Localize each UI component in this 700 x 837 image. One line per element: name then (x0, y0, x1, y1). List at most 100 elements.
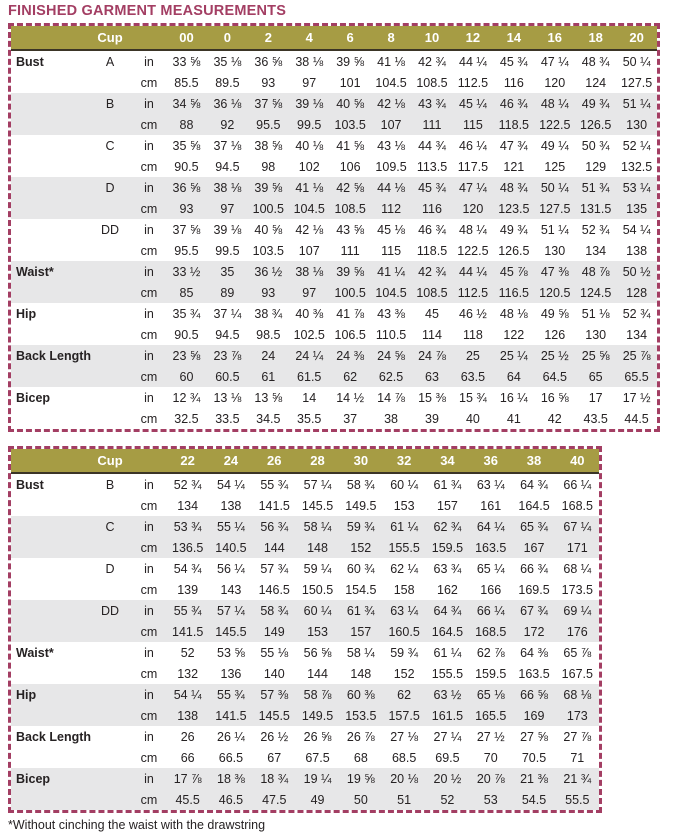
value-cell: 53 ¾ (173, 519, 202, 534)
value-cell: 35 ⅝ (172, 138, 201, 153)
table-row: Back Length in 26 26 ¼ 26 ½ 26 ⅝ 26 ⅞ 27 ⅛ 27 ¼ 2… (11, 726, 599, 747)
value-cell: 131.5 (580, 201, 612, 216)
value-cell: 108.5 (334, 201, 366, 216)
unit-cell: cm (140, 666, 158, 681)
value-cell: 127.5 (620, 75, 653, 90)
value-cell: 49 ¾ (499, 222, 528, 237)
value-cell: 66 ¼ (476, 603, 505, 618)
value-cell: 18 ⅜ (217, 771, 245, 786)
value-cell: 27 ¼ (433, 729, 462, 744)
value-cell: 55 ¼ (217, 519, 245, 534)
value-cell: 42 ⅝ (336, 180, 365, 195)
value-cell: 24 ⅞ (418, 348, 446, 363)
value-cell: 123.5 (498, 201, 530, 216)
value-cell: 32.5 (174, 411, 199, 426)
value-cell: 54 ¼ (622, 222, 651, 237)
unit-cell: in (144, 603, 154, 618)
value-cell: 63.5 (460, 369, 486, 384)
row-label: Bicep (16, 771, 51, 786)
unit-cell: cm (140, 411, 158, 426)
value-cell: 154.5 (345, 582, 377, 597)
cup-cell: D (105, 180, 115, 195)
value-cell: 99.5 (297, 117, 322, 132)
unit-cell: in (144, 561, 154, 576)
cup-cell: C (105, 138, 115, 153)
header-size-18: 18 (588, 30, 603, 45)
value-cell: 65 ¾ (520, 519, 548, 534)
header-size-38: 38 (526, 453, 542, 468)
value-cell: 42 ¾ (418, 54, 446, 69)
value-cell: 33 ½ (172, 264, 201, 279)
value-cell: 153.5 (345, 708, 377, 723)
value-cell: 99.5 (215, 243, 240, 258)
value-cell: 37 ¼ (213, 306, 242, 321)
value-cell: 45 ⅛ (377, 222, 405, 237)
value-cell: 62 ⅞ (476, 645, 505, 660)
value-cell: 58 ¼ (346, 645, 375, 660)
value-cell: 149 (263, 624, 285, 639)
cup-cell: D (105, 561, 115, 576)
unit-cell: in (144, 687, 154, 702)
value-cell: 153 (307, 624, 328, 639)
value-cell: 52 ¾ (173, 477, 202, 492)
value-cell: 38 ⅛ (295, 264, 324, 279)
value-cell: 36 ⅝ (172, 180, 201, 195)
unit-cell: in (144, 306, 154, 321)
value-cell: 60 (179, 369, 194, 384)
value-cell: 55 ¾ (260, 477, 289, 492)
value-cell: 94.5 (215, 159, 240, 174)
value-cell: 48 ⅞ (581, 264, 610, 279)
table-row: cm 141.5 145.5 149 153 157 160.5 164.5 168.5 172 1… (11, 621, 599, 642)
value-cell: 104.5 (375, 285, 407, 300)
value-cell: 19 ¼ (303, 771, 332, 786)
value-cell: 68.5 (391, 750, 417, 765)
value-cell: 64 ¾ (433, 603, 462, 618)
value-cell: 144 (263, 540, 285, 555)
value-cell: 66 ¾ (520, 561, 548, 576)
value-cell: 26 ¼ (217, 729, 245, 744)
header-size-2: 2 (264, 30, 272, 45)
value-cell: 42 ⅛ (377, 96, 405, 111)
value-cell: 46 ¾ (499, 96, 528, 111)
unit-cell: cm (140, 498, 158, 513)
value-cell: 169 (523, 708, 545, 723)
value-cell: 60 ¼ (390, 477, 419, 492)
value-cell: 110.5 (375, 327, 407, 342)
table-row: Bicep in 12 ¾ 13 ⅛ 13 ⅝ 14 14 ½ 14 ⅞ 15 ⅜ 15 ¾ 16 … (11, 387, 657, 408)
header-row: Cup 00 0 2 4 6 8 10 12 14 16 18 20 (11, 26, 657, 51)
value-cell: 68 (353, 750, 368, 765)
value-cell: 136 (220, 666, 242, 681)
value-cell: 33.5 (215, 411, 240, 426)
value-cell: 17 (588, 390, 603, 405)
value-cell: 126.5 (580, 117, 612, 132)
unit-cell: in (144, 138, 154, 153)
value-cell: 88 (179, 117, 194, 132)
value-cell: 112.5 (457, 285, 489, 300)
table-row: cm 88 92 95.5 99.5 103.5 107 111 115 118.5 122.5 12… (11, 114, 657, 135)
value-cell: 13 ⅝ (254, 390, 283, 405)
value-cell: 108.5 (416, 75, 448, 90)
value-cell: 68 ⅛ (563, 687, 592, 702)
value-cell: 64.5 (542, 369, 567, 384)
table-row: Bicep in 17 ⅞ 18 ⅜ 18 ¾ 19 ¼ 19 ⅝ 20 ⅛ 20 ½ 20 ⅞ 2… (11, 768, 599, 789)
unit-cell: cm (140, 369, 158, 384)
value-cell: 12 ¾ (172, 390, 201, 405)
value-cell: 39 ⅝ (336, 264, 365, 279)
value-cell: 64 ⅜ (520, 645, 548, 660)
value-cell: 150.5 (301, 582, 334, 597)
value-cell: 130 (544, 243, 566, 258)
unit-cell: in (144, 519, 154, 534)
value-cell: 24 ⅝ (377, 348, 405, 363)
value-cell: 19 ⅝ (346, 771, 375, 786)
value-cell: 52 (440, 792, 455, 807)
value-cell: 53 (483, 792, 498, 807)
value-cell: 62 (397, 687, 412, 702)
value-cell: 52 ¼ (622, 138, 651, 153)
value-cell: 54.5 (521, 792, 547, 807)
value-cell: 53 ¼ (622, 180, 651, 195)
value-cell: 146.5 (258, 582, 290, 597)
value-cell: 104.5 (375, 75, 407, 90)
